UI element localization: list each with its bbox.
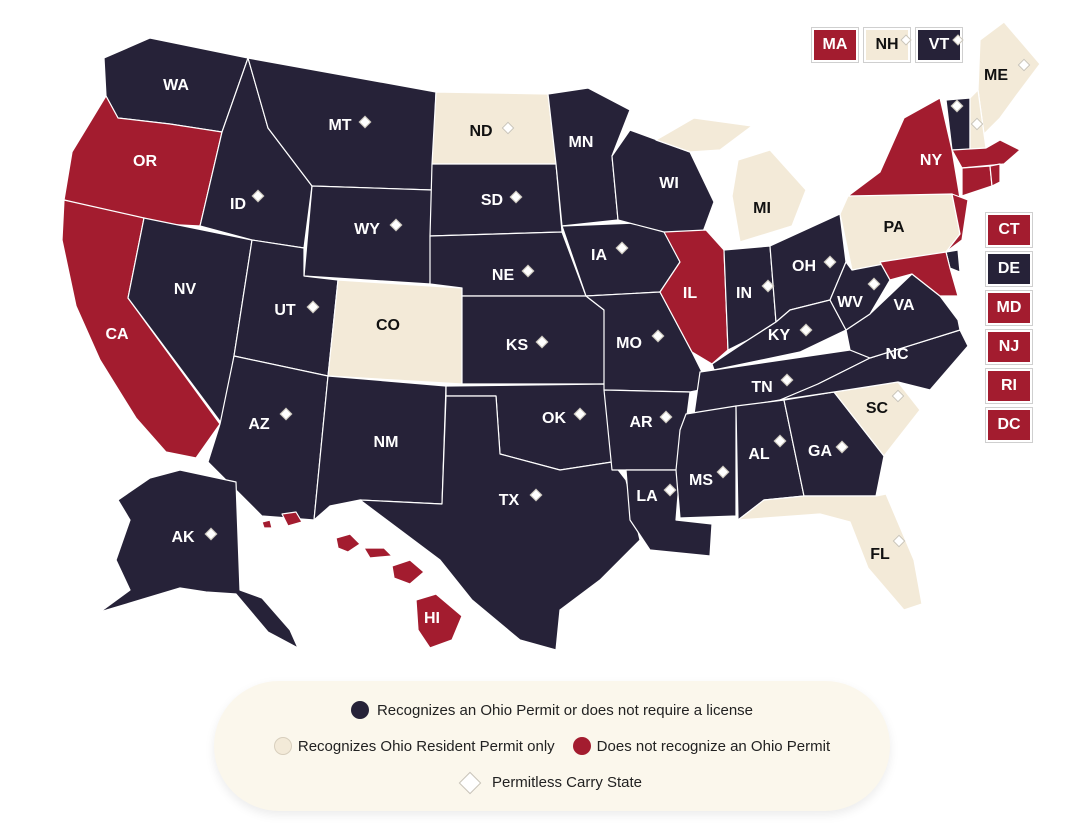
small-state-vt[interactable]: VT — [915, 27, 964, 63]
state-co[interactable] — [327, 279, 463, 385]
small-state-label: CT — [998, 221, 1020, 238]
legend-swatch-recognizes — [350, 701, 369, 719]
legend-label-permitless: Permitless Carry State — [491, 774, 643, 791]
permitless-diamond-icon — [900, 34, 912, 46]
state-tx[interactable] — [359, 395, 641, 651]
small-state-label: DC — [997, 416, 1021, 433]
state-ak[interactable] — [99, 469, 299, 649]
legend-label-resident-only: Recognizes Ohio Resident Permit only — [297, 737, 555, 755]
legend-row-permitless: Permitless Carry State — [214, 771, 890, 794]
state-ks[interactable] — [461, 295, 607, 385]
small-state-label: MA — [822, 36, 848, 53]
state-wi[interactable] — [611, 129, 715, 241]
state-fl[interactable] — [737, 493, 923, 611]
state-ny[interactable] — [847, 97, 963, 211]
permitless-diamond-icon — [458, 771, 482, 794]
legend-label-recognizes: Recognizes an Ohio Permit or does not re… — [376, 701, 754, 719]
state-hi-oahu[interactable] — [335, 533, 361, 553]
state-va[interactable] — [845, 273, 961, 359]
legend-swatch-not-recognized — [572, 737, 591, 755]
map-legend: Recognizes an Ohio Permit or does not re… — [214, 681, 890, 811]
state-ri-map[interactable] — [989, 163, 1001, 187]
small-state-nh[interactable]: NH — [863, 27, 912, 63]
small-state-label: RI — [1001, 377, 1017, 394]
state-ne[interactable] — [429, 231, 587, 297]
state-hi-kauai[interactable] — [281, 511, 303, 527]
state-me[interactable] — [977, 21, 1041, 135]
small-state-label: MD — [996, 299, 1022, 316]
small-state-de[interactable]: DE — [985, 251, 1033, 287]
state-md-map[interactable] — [879, 251, 959, 297]
legend-swatch-resident-only — [273, 737, 292, 755]
state-ms[interactable] — [675, 405, 737, 519]
state-nd[interactable] — [431, 91, 557, 165]
state-sd[interactable] — [429, 163, 563, 237]
state-nm[interactable] — [313, 375, 447, 521]
small-state-label: NJ — [998, 338, 1020, 355]
state-mi[interactable] — [655, 117, 807, 243]
small-state-ri[interactable]: RI — [985, 368, 1033, 404]
small-state-label: NH — [875, 36, 899, 53]
small-state-nj[interactable]: NJ — [985, 329, 1033, 365]
state-wy[interactable] — [303, 185, 433, 285]
state-hi-molokai[interactable] — [363, 547, 393, 559]
state-hi-niihau[interactable] — [261, 519, 273, 529]
small-state-label: VT — [928, 36, 950, 53]
legend-label-not-recognized: Does not recognize an Ohio Permit — [596, 737, 831, 755]
small-state-ma[interactable]: MA — [811, 27, 859, 63]
us-map — [61, 21, 1041, 651]
small-state-dc[interactable]: DC — [985, 407, 1033, 443]
small-state-ct[interactable]: CT — [985, 212, 1033, 248]
permitless-diamond-icon — [952, 34, 964, 46]
state-hi-maui[interactable] — [391, 559, 425, 585]
state-ct-map[interactable] — [961, 165, 993, 197]
state-hi-main[interactable] — [415, 593, 463, 649]
state-nj-map[interactable] — [945, 193, 969, 253]
small-state-md[interactable]: MD — [985, 290, 1033, 326]
legend-row-two: Recognizes Ohio Resident Permit only Doe… — [214, 737, 890, 755]
legend-row-recognizes: Recognizes an Ohio Permit or does not re… — [214, 701, 890, 719]
small-state-label: DE — [997, 260, 1021, 277]
